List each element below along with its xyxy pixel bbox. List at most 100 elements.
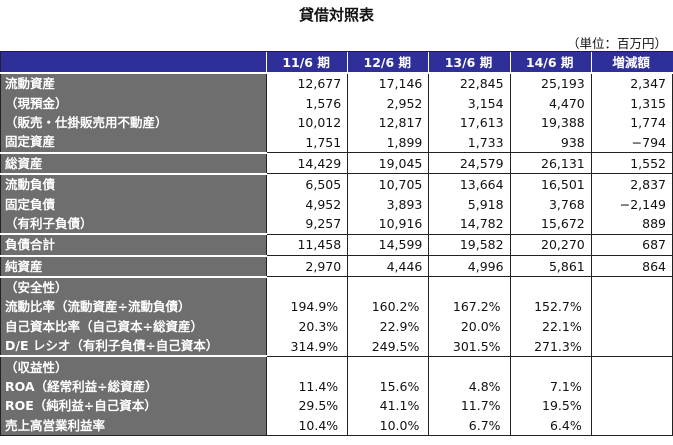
row-label: 純資産 — [0, 255, 267, 278]
value-cell: 160.2% — [347, 297, 429, 317]
value-cell: 10.0% — [347, 415, 429, 437]
value-cell — [590, 276, 673, 298]
value-cell: 2,837 — [590, 173, 673, 195]
value-cell: 1,774 — [590, 112, 673, 133]
value-cell: 25,193 — [509, 73, 592, 94]
value-cell: 14,429 — [265, 152, 348, 175]
value-cell: 687 — [590, 234, 673, 257]
row-label: 負債合計 — [0, 234, 267, 257]
value-cell: 3,154 — [428, 93, 511, 113]
value-cell: −2,149 — [590, 194, 673, 214]
value-cell: 889 — [590, 213, 673, 235]
value-cell — [590, 396, 673, 416]
value-cell: 9,257 — [265, 213, 348, 235]
value-cell: 1,733 — [428, 132, 511, 154]
value-cell — [265, 356, 348, 377]
unit-label: （単位：百万円） — [566, 36, 667, 51]
value-cell — [590, 316, 673, 337]
value-cell: 6.7% — [428, 415, 511, 437]
value-cell — [590, 297, 673, 317]
table-row: 純資産 2,970 4,446 4,996 5,861 864 — [0, 255, 673, 278]
value-cell: 6.4% — [509, 415, 592, 437]
value-cell: 19,582 — [428, 234, 511, 257]
balance-sheet-table: 11/6 期 12/6 期 13/6 期 14/6 期増減額 流動資産 12,677 17… — [0, 51, 673, 437]
table-row: （安全性） — [0, 276, 673, 298]
value-cell: 2,347 — [590, 73, 673, 94]
value-cell: 4,470 — [509, 93, 592, 113]
table-row: 流動負債 6,505 10,705 13,664 16,501 2,837 — [0, 173, 673, 195]
value-cell: 2,970 — [265, 255, 348, 278]
column-header: 14/6 期 — [509, 51, 592, 74]
value-cell: 22,845 — [428, 73, 511, 94]
table-row: （収益性） — [0, 356, 673, 377]
value-cell — [590, 415, 673, 437]
row-label: 流動資産 — [0, 73, 267, 94]
row-label: 流動比率（流動資産÷流動負債） — [0, 297, 267, 317]
value-cell — [265, 276, 348, 298]
value-cell: 26,131 — [509, 152, 592, 175]
value-cell: 14,599 — [347, 234, 429, 257]
value-cell — [590, 376, 673, 397]
table-row: D/E レシオ（有利子負債÷自己資本） 314.9% 249.5% 301.5% 271… — [0, 336, 673, 358]
row-label: 自己資本比率（自己資本÷総資産） — [0, 316, 267, 337]
value-cell — [509, 276, 592, 298]
value-cell: 5,918 — [428, 194, 511, 214]
value-cell: 5,861 — [509, 255, 592, 278]
row-label: （収益性） — [0, 356, 267, 377]
value-cell: 10,705 — [347, 173, 429, 195]
table-row: 流動比率（流動資産÷流動負債） 194.9% 160.2% 167.2% 152.7% — [0, 297, 673, 317]
value-cell: 22.9% — [347, 316, 429, 337]
value-cell — [428, 356, 511, 377]
corner-header — [0, 51, 267, 74]
value-cell: 11.4% — [265, 376, 348, 397]
value-cell: 19,045 — [347, 152, 429, 175]
value-cell: 271.3% — [509, 336, 592, 357]
value-cell: 167.2% — [428, 297, 511, 317]
value-cell: 301.5% — [428, 336, 511, 357]
value-cell: 20,270 — [509, 234, 592, 257]
row-label: 固定資産 — [0, 132, 267, 154]
row-label: （現預金） — [0, 93, 267, 113]
value-cell: 11,458 — [265, 234, 348, 257]
value-cell — [509, 356, 592, 377]
value-cell: 19.5% — [509, 396, 592, 416]
value-cell: 24,579 — [428, 152, 511, 175]
row-label: 固定負債 — [0, 194, 267, 214]
value-cell: 22.1% — [509, 316, 592, 337]
table-row: （有利子負債） 9,257 10,916 14,782 15,672 889 — [0, 213, 673, 236]
value-cell: 20.3% — [265, 316, 348, 337]
value-cell: −794 — [590, 132, 673, 154]
value-cell: 15.6% — [347, 376, 429, 397]
value-cell: 3,893 — [347, 194, 429, 214]
value-cell: 1,576 — [265, 93, 348, 113]
value-cell — [347, 276, 429, 298]
value-cell — [590, 356, 673, 377]
table-row: 負債合計 11,458 14,599 19,582 20,270 687 — [0, 234, 673, 257]
row-label: ROA（経常利益÷総資産） — [0, 376, 267, 397]
value-cell: 6,505 — [265, 173, 348, 195]
column-header: 増減額 — [590, 51, 673, 74]
value-cell: 41.1% — [347, 396, 429, 416]
table-row: 総資産 14,429 19,045 24,579 26,131 1,552 — [0, 152, 673, 175]
table-row: 自己資本比率（自己資本÷総資産） 20.3% 22.9% 20.0% 22.1% — [0, 316, 673, 337]
value-cell: 152.7% — [509, 297, 592, 317]
value-cell: 3,768 — [509, 194, 592, 214]
table-row: （販売・仕掛販売用不動産） 10,012 12,817 17,613 19,388 1,7… — [0, 112, 673, 133]
table-row: ROE（純利益÷自己資本） 29.5% 41.1% 11.7% 19.5% — [0, 396, 673, 416]
value-cell: 20.0% — [428, 316, 511, 337]
value-cell: 13,664 — [428, 173, 511, 195]
value-cell: 12,817 — [347, 112, 429, 133]
value-cell — [347, 356, 429, 377]
table-row: （現預金） 1,576 2,952 3,154 4,470 1,315 — [0, 93, 673, 113]
value-cell: 249.5% — [347, 336, 429, 357]
header-row: 11/6 期 12/6 期 13/6 期 14/6 期増減額 — [0, 51, 673, 74]
value-cell: 4,446 — [347, 255, 429, 278]
value-cell — [590, 336, 673, 357]
value-cell: 19,388 — [509, 112, 592, 133]
value-cell: 1,315 — [590, 93, 673, 113]
value-cell: 29.5% — [265, 396, 348, 416]
value-cell: 1,552 — [590, 152, 673, 175]
column-header: 12/6 期 — [347, 51, 429, 74]
table-row: ROA（経常利益÷総資産） 11.4% 15.6% 4.8% 7.1% — [0, 376, 673, 397]
row-label: 流動負債 — [0, 173, 267, 195]
